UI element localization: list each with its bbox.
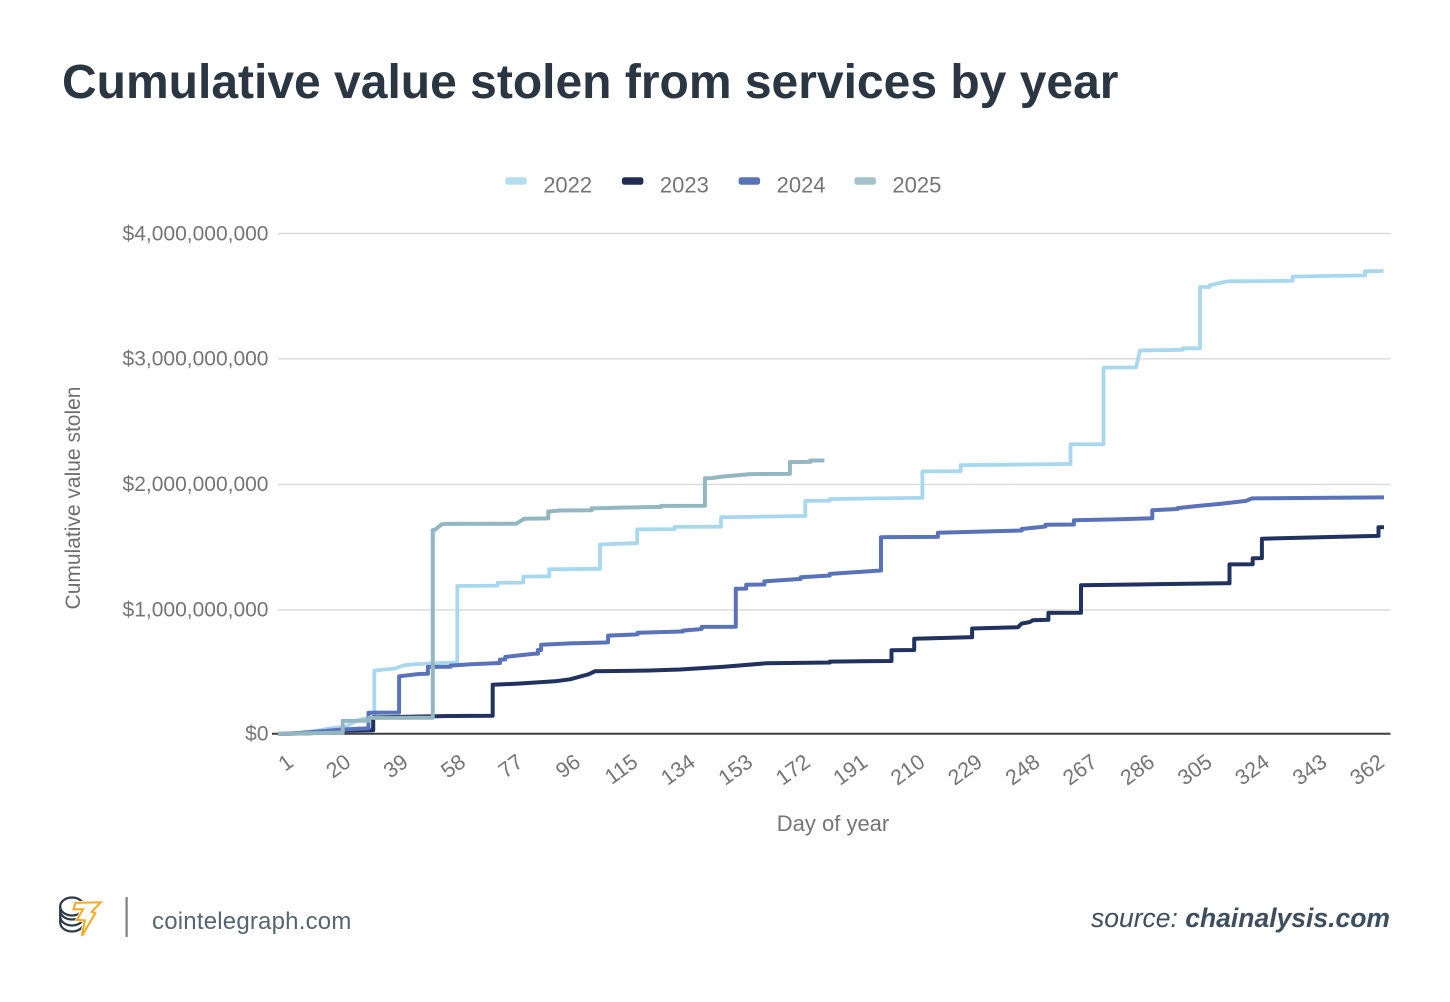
- svg-text:Cumulative value stolen: Cumulative value stolen: [62, 387, 85, 610]
- svg-text:$4,000,000,000: $4,000,000,000: [123, 222, 269, 245]
- svg-text:Day of year: Day of year: [777, 811, 890, 836]
- svg-text:2024: 2024: [777, 173, 826, 198]
- svg-text:2022: 2022: [543, 173, 592, 198]
- svg-text:cointelegraph.com: cointelegraph.com: [152, 908, 352, 935]
- svg-text:$3,000,000,000: $3,000,000,000: [123, 348, 269, 371]
- svg-text:2025: 2025: [892, 173, 941, 198]
- svg-text:$2,000,000,000: $2,000,000,000: [123, 473, 269, 496]
- svg-text:$0: $0: [245, 723, 268, 746]
- svg-text:$1,000,000,000: $1,000,000,000: [123, 599, 269, 622]
- svg-text:source: chainalysis.com: source: chainalysis.com: [1091, 903, 1390, 933]
- svg-text:2023: 2023: [660, 173, 709, 198]
- svg-text:Cumulative value stolen from s: Cumulative value stolen from services by…: [62, 56, 1118, 109]
